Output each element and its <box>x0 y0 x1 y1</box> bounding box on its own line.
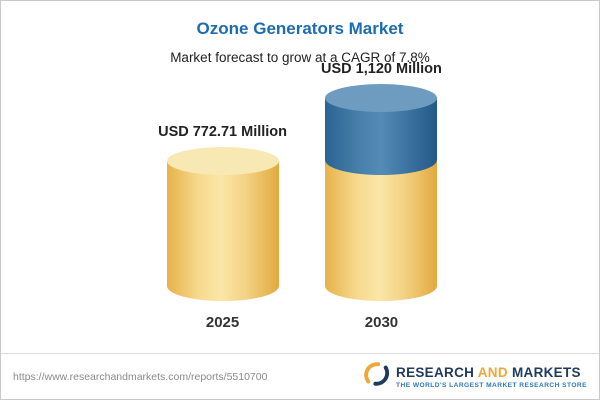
value-label-2025: USD 772.71 Million <box>158 124 288 140</box>
cylinder-base-segment-2030 <box>325 161 438 301</box>
value-label-2030: USD 1,120 Million <box>321 61 442 77</box>
chart-plot-area: USD 772.71 Million 2025 USD 1,120 Millio… <box>1 61 599 331</box>
cylinder-top-2025 <box>166 147 279 175</box>
chart-header: Ozone Generators Market Market forecast … <box>1 1 599 65</box>
logo-icon <box>364 361 390 392</box>
logo-text: RESEARCH AND MARKETS THE WORLD'S LARGEST… <box>396 365 587 389</box>
year-label-2025: 2025 <box>205 314 240 331</box>
cylinder-top-2030 <box>325 84 438 112</box>
bar-group-2025: USD 772.71 Million 2025 <box>158 124 287 331</box>
cylinder-2025 <box>166 147 279 301</box>
cylinder-2030 <box>325 84 438 301</box>
year-label-2030: 2030 <box>364 314 399 331</box>
footer-url: https://www.researchandmarkets.com/repor… <box>13 370 268 383</box>
brand-logo: RESEARCH AND MARKETS THE WORLD'S LARGEST… <box>364 361 587 392</box>
chart-subtitle: Market forecast to grow at a CAGR of 7.8… <box>170 50 430 65</box>
cylinder-body-2025 <box>166 161 279 301</box>
bar-group-2030: USD 1,120 Million 2030 <box>321 61 442 331</box>
footer-bar: https://www.researchandmarkets.com/repor… <box>1 353 599 399</box>
logo-wordmark: RESEARCH AND MARKETS <box>396 364 581 380</box>
page-title: Ozone Generators Market <box>196 19 404 38</box>
logo-tagline: THE WORLD'S LARGEST MARKET RESEARCH STOR… <box>396 381 587 389</box>
